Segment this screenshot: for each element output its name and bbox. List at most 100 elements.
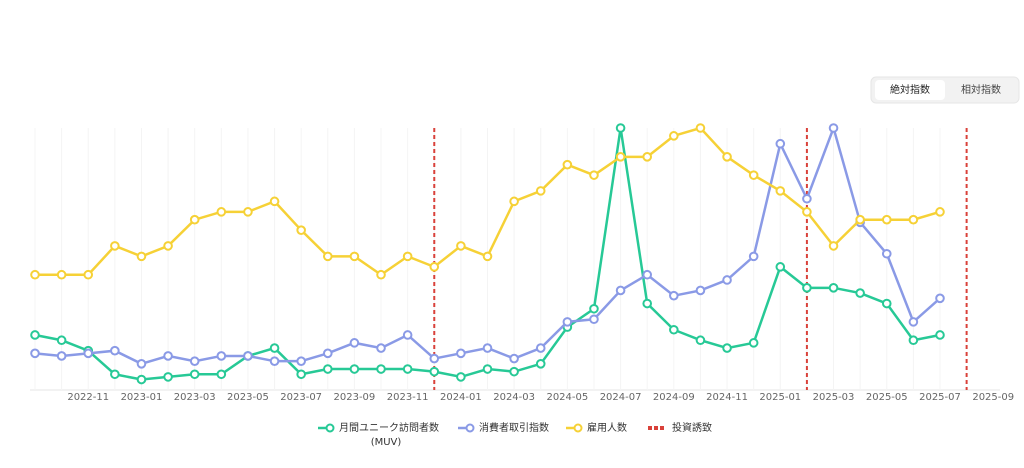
point [349,364,360,374]
point [669,131,679,141]
point [535,343,546,353]
point [562,159,573,170]
point [110,345,120,356]
point [881,248,892,259]
point [349,251,360,262]
toggle-relative[interactable]: 相対指数 [961,83,1001,96]
x-tick-label: 2025-01 [759,392,801,403]
point [322,251,333,262]
point [56,335,67,346]
toggle-absolute[interactable]: 絶対指数 [890,83,930,96]
point [402,364,413,374]
point [881,214,892,225]
point [349,338,360,348]
x-tick-label: 2024-01 [440,392,482,403]
point [30,269,40,280]
point [802,283,812,293]
point [456,348,466,359]
point [935,207,945,217]
point [775,138,786,149]
point [615,285,626,296]
point [269,196,280,207]
point [136,359,147,369]
point [642,269,653,280]
x-tick-label: 2024-09 [653,392,695,403]
point [136,374,147,385]
x-tick-label: 2025-03 [813,392,855,403]
legend-label: 投資誘致 [672,421,712,434]
point [402,251,413,262]
point [509,366,519,377]
point [669,290,679,301]
point [429,366,440,377]
legend-label: 月間ユニーク訪問者数(MUV) [339,421,439,448]
point [589,303,599,314]
point [296,356,306,366]
point [296,225,306,235]
legend-label: 消費者取引指数 [479,421,549,434]
point [748,338,759,348]
point [908,214,919,225]
point [935,330,945,340]
point [429,353,440,364]
point [402,330,413,340]
x-tick-label: 2023-07 [280,392,322,403]
x-tick-label: 2025-05 [866,392,908,403]
point [110,241,120,251]
point [535,186,546,196]
point [456,372,466,382]
point [722,152,732,162]
x-tick-label: 2024-11 [706,392,748,403]
point [216,207,227,217]
point [589,314,599,325]
point [722,275,732,285]
point [828,123,839,133]
point [243,207,253,217]
point [509,353,519,364]
point [589,170,599,180]
point [695,335,706,346]
point [828,241,839,251]
point [802,193,812,204]
point [269,343,280,353]
x-tick-label: 2024-05 [546,392,588,403]
point [615,123,626,133]
point [802,207,812,217]
point [881,298,892,309]
point [908,317,919,327]
point [216,369,227,380]
point [828,283,839,293]
point [482,364,493,374]
point [376,343,386,353]
point [376,269,386,280]
point [322,348,333,359]
point [456,241,466,251]
x-tick-label: 2023-01 [121,392,163,403]
point [695,285,706,296]
point [296,369,306,380]
point [748,170,759,180]
legend-marker [573,423,583,433]
point [216,351,227,361]
point [376,364,386,374]
point [56,269,67,280]
point [695,123,706,133]
x-tick-label: 2023-11 [387,392,429,403]
point [775,186,786,196]
point [642,298,653,309]
point [189,356,200,366]
x-tick-label: 2023-05 [227,392,269,403]
point [243,351,253,361]
x-tick-label: 2023-03 [174,392,216,403]
x-tick-label: 2025-07 [919,392,961,403]
point [509,196,519,207]
point [482,251,493,262]
x-tick-label: 2022-11 [67,392,109,403]
point [722,343,732,353]
point [110,369,120,380]
point [855,214,865,225]
point [56,351,67,361]
point [189,369,200,380]
point [908,335,919,346]
